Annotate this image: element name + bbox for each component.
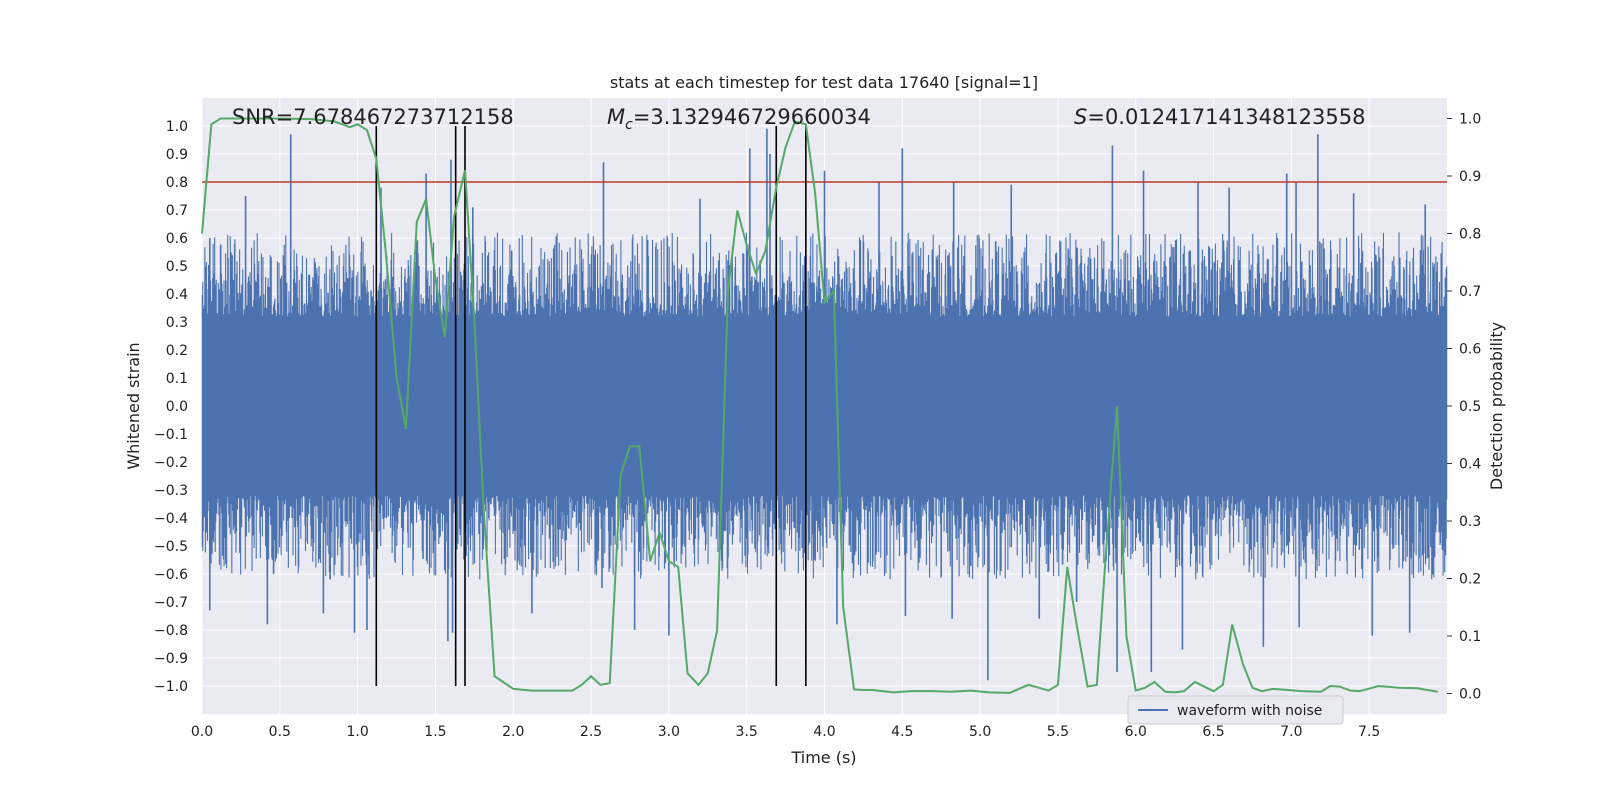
snr-prefix: SNR= (232, 105, 293, 129)
y2-tick-label: 0.8 (1459, 227, 1481, 243)
x-tick-label: 1.0 (346, 724, 368, 740)
vertical-markers (375, 126, 807, 686)
y-tick-label: −0.6 (154, 567, 188, 583)
y-tick-label: −0.4 (154, 511, 188, 527)
s-value: =0.012417141348123558 (1087, 105, 1365, 129)
y2-tick-label: 0.1 (1459, 629, 1481, 645)
y2-axis-ticks: 0.0 0.1 0.2 0.3 0.4 0.5 0.6 0.7 0.8 0.9 1.0 (1447, 112, 1481, 702)
y-tick-label: −0.7 (154, 595, 188, 611)
y2-tick-label: 0.7 (1459, 284, 1481, 300)
y-tick-label: −0.2 (154, 455, 188, 471)
y2-axis-label: Detection probability (1487, 322, 1506, 490)
legend-label: waveform with noise (1177, 703, 1322, 719)
y-tick-label: −0.1 (154, 427, 188, 443)
x-tick-label: 0.0 (191, 724, 213, 740)
chirp-mass-value: =3.132946729660034 (633, 105, 871, 129)
x-axis-ticks: 0.0 0.5 1.0 1.5 2.0 2.5 3.0 3.5 4.0 4.5 5.0 5.5 6.0 6… (191, 724, 1380, 740)
x-tick-label: 6.0 (1125, 724, 1147, 740)
y2-tick-label: 0.0 (1459, 686, 1481, 702)
y-tick-label: 1.0 (166, 119, 188, 135)
detection-probability-line (201, 117, 1438, 694)
x-tick-label: 1.5 (424, 724, 446, 740)
y2-tick-label: 0.2 (1459, 571, 1481, 587)
s-symbol: S (1074, 105, 1087, 129)
chirp-mass-symbol: M (607, 105, 625, 129)
x-tick-label: 4.5 (891, 724, 913, 740)
y2-tick-label: 0.5 (1459, 399, 1481, 415)
y-tick-label: −0.8 (154, 623, 188, 639)
y2-tick-label: 1.0 (1459, 112, 1481, 128)
s-annotation: S=0.012417141348123558 (1074, 105, 1365, 129)
x-tick-label: 5.0 (969, 724, 991, 740)
y-tick-label: 0.3 (166, 315, 188, 331)
y2-tick-label: 0.9 (1459, 169, 1481, 185)
y-tick-label: 0.1 (166, 371, 188, 387)
x-tick-label: 0.5 (269, 724, 291, 740)
y-tick-label: 0.0 (166, 399, 188, 415)
y-tick-label: 0.8 (166, 175, 188, 191)
y2-tick-label: 0.3 (1459, 514, 1481, 530)
chirp-mass-subscript: c (625, 117, 633, 133)
y-axis-label: Whitened strain (124, 342, 143, 469)
y-tick-label: 0.6 (166, 231, 188, 247)
x-axis-label: Time (s) (790, 748, 856, 767)
snr-value: 7.678467273712158 (293, 105, 513, 129)
x-tick-label: 2.0 (502, 724, 524, 740)
chirp-mass-annotation: Mc=3.132946729660034 (607, 105, 871, 133)
y-tick-label: 0.4 (166, 287, 188, 303)
y-tick-label: −0.5 (154, 539, 188, 555)
legend-box (1127, 695, 1344, 725)
chart-title: stats at each timestep for test data 176… (610, 73, 1038, 92)
y2-tick-label: 0.4 (1459, 456, 1481, 472)
y-tick-label: 0.2 (166, 343, 188, 359)
y2-tick-label: 0.6 (1459, 342, 1481, 358)
x-tick-label: 5.5 (1047, 724, 1069, 740)
y-tick-label: −1.0 (154, 679, 188, 695)
x-tick-label: 7.5 (1358, 724, 1380, 740)
x-tick-label: 3.5 (736, 724, 758, 740)
y-tick-label: 0.9 (166, 147, 188, 163)
y-tick-label: 0.7 (166, 203, 188, 219)
y-tick-label: −0.9 (154, 651, 188, 667)
y-tick-label: 0.5 (166, 259, 188, 275)
snr-annotation: SNR=7.678467273712158 (232, 105, 514, 129)
legend: waveform with noise (1127, 695, 1344, 725)
x-tick-label: 2.5 (580, 724, 602, 740)
x-tick-label: 3.0 (658, 724, 680, 740)
x-tick-label: 7.0 (1280, 724, 1302, 740)
y-axis-ticks: 1.0 0.9 0.8 0.7 0.6 0.5 0.4 0.3 0.2 0.1 0.0 −0.1 −0.… (154, 119, 188, 695)
y-tick-label: −0.3 (154, 483, 188, 499)
x-tick-label: 6.5 (1202, 724, 1224, 740)
x-tick-label: 4.0 (813, 724, 835, 740)
